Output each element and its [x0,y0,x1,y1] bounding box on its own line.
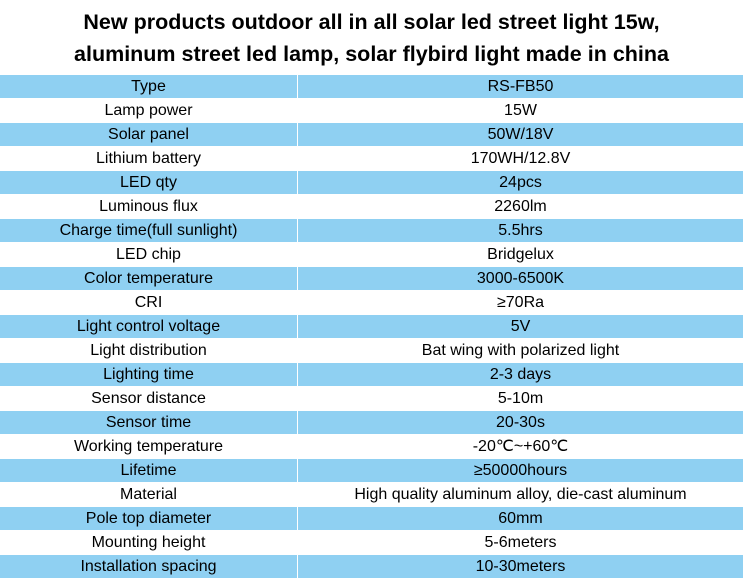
spec-value: High quality aluminum alloy, die-cast al… [298,483,743,507]
spec-value: 15W [298,99,743,123]
spec-value: 3000-6500K [298,267,743,291]
spec-value: Bat wing with polarized light [298,339,743,363]
spec-key: Material [0,483,298,507]
spec-key: Charge time(full sunlight) [0,219,298,243]
table-row-charge-time: Charge time(full sunlight) 5.5hrs [0,219,743,243]
spec-value: 5-6meters [298,531,743,555]
table-row-sensor-time: Sensor time 20-30s [0,411,743,435]
spec-key: Type [0,75,298,99]
spec-key: Working temperature [0,435,298,459]
spec-key: Solar panel [0,123,298,147]
page-title: New products outdoor all in all solar le… [0,0,743,74]
spec-key: CRI [0,291,298,315]
spec-key: Light distribution [0,339,298,363]
spec-value: 50W/18V [298,123,743,147]
table-row-light-control-voltage: Light control voltage 5V [0,315,743,339]
spec-value: RS-FB50 [298,75,743,99]
spec-value: 5-10m [298,387,743,411]
spec-value: 10-30meters [298,555,743,578]
spec-value: ≥70Ra [298,291,743,315]
table-row-material: Material High quality aluminum alloy, di… [0,483,743,507]
table-row-lithium-battery: Lithium battery 170WH/12.8V [0,147,743,171]
spec-key: Sensor distance [0,387,298,411]
spec-key: LED chip [0,243,298,267]
table-row-pole-top-diameter: Pole top diameter 60mm [0,507,743,531]
table-row-solar-panel: Solar panel 50W/18V [0,123,743,147]
spec-key: Mounting height [0,531,298,555]
spec-table: Type RS-FB50 Lamp power 15W Solar panel … [0,74,743,578]
spec-value: -20℃~+60℃ [298,435,743,459]
spec-value: Bridgelux [298,243,743,267]
spec-key: Light control voltage [0,315,298,339]
spec-key: LED qty [0,171,298,195]
table-row-installation-spacing: Installation spacing 10-30meters [0,555,743,578]
spec-value: 5V [298,315,743,339]
spec-value: 2260lm [298,195,743,219]
spec-value: ≥50000hours [298,459,743,483]
spec-key: Lifetime [0,459,298,483]
table-row-light-distribution: Light distribution Bat wing with polariz… [0,339,743,363]
spec-key: Installation spacing [0,555,298,578]
spec-key: Lamp power [0,99,298,123]
spec-value: 24pcs [298,171,743,195]
spec-value: 2-3 days [298,363,743,387]
spec-key: Lithium battery [0,147,298,171]
spec-key: Color temperature [0,267,298,291]
spec-key: Sensor time [0,411,298,435]
spec-key: Lighting time [0,363,298,387]
table-row-lamp-power: Lamp power 15W [0,99,743,123]
table-row-mounting-height: Mounting height 5-6meters [0,531,743,555]
table-row-color-temperature: Color temperature 3000-6500K [0,267,743,291]
table-row-led-chip: LED chip Bridgelux [0,243,743,267]
spec-value: 60mm [298,507,743,531]
spec-key: Pole top diameter [0,507,298,531]
spec-key: Luminous flux [0,195,298,219]
spec-value: 170WH/12.8V [298,147,743,171]
spec-value: 5.5hrs [298,219,743,243]
table-row-type: Type RS-FB50 [0,75,743,99]
table-row-working-temperature: Working temperature -20℃~+60℃ [0,435,743,459]
table-row-sensor-distance: Sensor distance 5-10m [0,387,743,411]
title-line-1: New products outdoor all in all solar le… [0,6,743,38]
spec-value: 20-30s [298,411,743,435]
title-line-2: aluminum street led lamp, solar flybird … [0,38,743,70]
table-row-cri: CRI ≥70Ra [0,291,743,315]
table-row-led-qty: LED qty 24pcs [0,171,743,195]
table-row-lighting-time: Lighting time 2-3 days [0,363,743,387]
table-row-lifetime: Lifetime ≥50000hours [0,459,743,483]
table-row-luminous-flux: Luminous flux 2260lm [0,195,743,219]
